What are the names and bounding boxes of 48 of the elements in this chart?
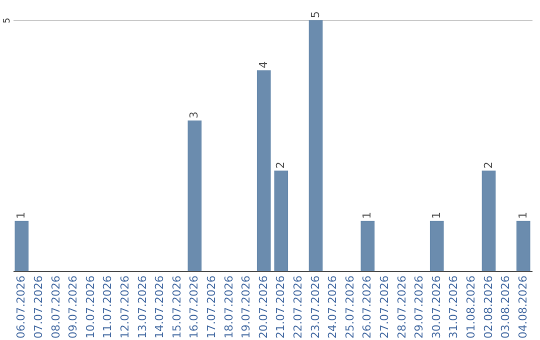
- x-tick-label: 26.07.2026: [360, 276, 374, 338]
- bar: [14, 220, 29, 271]
- x-tick-label: 29.07.2026: [412, 276, 426, 338]
- x-tick-label: 01.08.2026: [464, 276, 478, 338]
- x-tick-label: 19.07.2026: [240, 276, 253, 338]
- x-tick-label: 16.07.2026: [188, 276, 201, 338]
- x-tick-label: 12.07.2026: [118, 276, 132, 338]
- bar: [430, 220, 444, 271]
- x-tick-label: 22.07.2026: [291, 276, 304, 338]
- x-tick-label: 18.07.2026: [222, 276, 236, 338]
- x-tick-label: 21.07.2026: [274, 276, 288, 338]
- data-label: 4: [256, 61, 270, 68]
- data-label: 1: [516, 212, 530, 219]
- bar: [274, 170, 288, 271]
- bar: [360, 220, 375, 271]
- x-tick-label: 24.07.2026: [326, 276, 340, 338]
- x-tick-label: 23.07.2026: [308, 276, 322, 338]
- x-tick-label: 28.07.2026: [395, 276, 408, 338]
- data-label: 3: [188, 111, 201, 118]
- x-tick-label: 11.07.2026: [101, 276, 114, 338]
- x-tick-label: 06.07.2026: [14, 276, 28, 338]
- x-tick-label: 17.07.2026: [204, 276, 218, 338]
- x-tick-label: 31.07.2026: [447, 276, 460, 338]
- bar: [308, 20, 323, 271]
- data-label: 5: [308, 11, 322, 18]
- x-tick-label: 02.08.2026: [482, 276, 495, 338]
- x-tick-label: 25.07.2026: [343, 276, 356, 338]
- data-label: 1: [430, 212, 443, 219]
- x-tick-label: 27.07.2026: [378, 276, 391, 338]
- x-tick-label: 10.07.2026: [84, 276, 97, 338]
- data-label: 1: [14, 212, 28, 219]
- bar: [516, 220, 530, 271]
- data-label: 1: [360, 212, 374, 219]
- data-label: 2: [482, 162, 495, 169]
- x-tick-label: 15.07.2026: [170, 276, 184, 338]
- x-tick-label: 07.07.2026: [32, 276, 45, 338]
- bar: [256, 70, 271, 271]
- data-label: 2: [274, 162, 288, 169]
- bar: [188, 120, 202, 271]
- x-tick-label: 03.08.2026: [499, 276, 512, 338]
- x-tick-label: 14.07.2026: [153, 276, 166, 338]
- bar: [482, 170, 496, 271]
- x-tick-label: 04.08.2026: [516, 276, 530, 338]
- x-tick-label: 09.07.2026: [66, 276, 80, 338]
- x-tick-label: 13.07.2026: [136, 276, 149, 338]
- x-tick-label: 20.07.2026: [256, 276, 270, 338]
- x-tick-label: 08.07.2026: [49, 276, 62, 338]
- x-tick-label: 30.07.2026: [430, 276, 443, 338]
